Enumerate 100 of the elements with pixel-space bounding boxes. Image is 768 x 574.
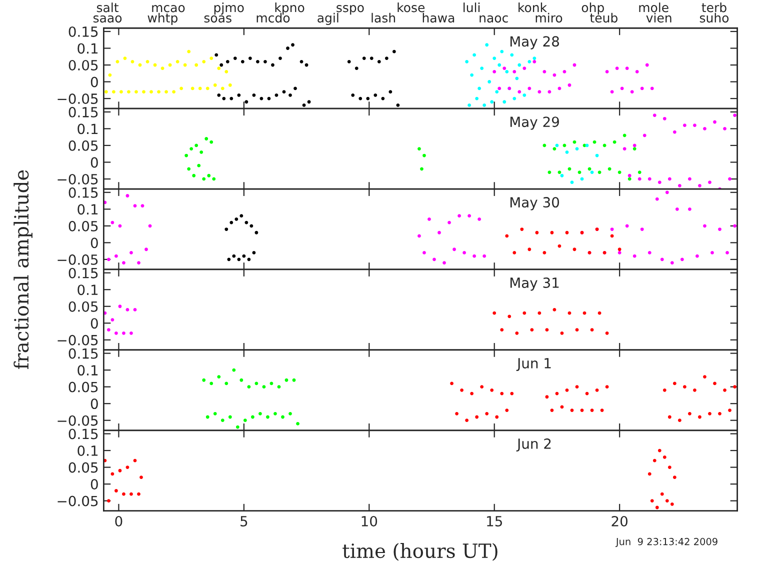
- point: [733, 385, 736, 389]
- point: [515, 76, 519, 80]
- point: [106, 499, 110, 503]
- point: [605, 385, 609, 389]
- text: hawa: [422, 12, 454, 23]
- text: May 31: [510, 278, 559, 291]
- point: [370, 56, 374, 60]
- point: [392, 50, 396, 54]
- point: [703, 126, 706, 130]
- point: [472, 254, 476, 258]
- point: [620, 86, 624, 90]
- point: [137, 492, 140, 496]
- point: [505, 234, 509, 238]
- point: [127, 90, 130, 94]
- point: [126, 308, 130, 312]
- point: [243, 418, 247, 422]
- y-axis-title: fractional amplitude: [14, 170, 32, 370]
- point: [615, 66, 619, 70]
- point: [572, 140, 576, 144]
- point: [698, 184, 702, 188]
- point: [618, 251, 622, 254]
- point: [668, 177, 672, 181]
- x-tick-label: 5: [240, 516, 248, 526]
- point: [126, 194, 130, 198]
- point: [662, 456, 666, 459]
- point: [432, 258, 436, 262]
- point: [693, 124, 696, 128]
- point: [648, 472, 652, 476]
- point: [224, 382, 228, 386]
- point: [528, 248, 532, 252]
- point: [362, 56, 366, 60]
- point: [302, 104, 306, 107]
- point: [240, 60, 244, 64]
- point: [538, 311, 542, 315]
- point: [545, 328, 549, 332]
- point: [207, 174, 211, 178]
- point: [190, 147, 194, 151]
- point: [250, 224, 254, 228]
- point: [575, 328, 579, 332]
- point: [570, 408, 574, 412]
- point: [120, 90, 123, 94]
- point: [258, 412, 262, 416]
- point: [532, 60, 536, 64]
- point: [204, 137, 208, 140]
- point: [655, 506, 659, 510]
- point: [665, 499, 669, 503]
- point: [628, 174, 632, 178]
- point: [110, 318, 114, 322]
- point: [728, 408, 732, 412]
- point: [114, 331, 118, 335]
- y-tick-label: 0.15: [68, 428, 98, 440]
- point: [214, 53, 218, 57]
- y-tick-label: −0.05: [58, 415, 98, 426]
- point: [723, 126, 726, 130]
- point: [622, 147, 626, 151]
- text: agil: [318, 12, 338, 25]
- point: [296, 422, 300, 426]
- point: [680, 258, 684, 262]
- y-tick-label: −0.05: [58, 334, 98, 346]
- point: [652, 458, 656, 462]
- y-tick-label: −0.05: [58, 93, 98, 104]
- point: [662, 116, 666, 120]
- point: [718, 228, 722, 231]
- point: [381, 96, 385, 100]
- point: [693, 388, 696, 392]
- point: [570, 180, 574, 184]
- point: [485, 43, 489, 47]
- x-tick-label: 15: [487, 516, 502, 526]
- point: [222, 96, 226, 100]
- text: Jun 1: [516, 358, 551, 372]
- point: [118, 224, 122, 228]
- point: [592, 140, 596, 144]
- point: [190, 86, 194, 90]
- point: [288, 412, 292, 416]
- point: [490, 100, 494, 104]
- point: [625, 224, 629, 228]
- point: [130, 60, 134, 64]
- point: [660, 258, 664, 262]
- point: [668, 415, 672, 419]
- point: [658, 180, 662, 184]
- text: soas: [204, 15, 232, 23]
- point: [116, 60, 120, 64]
- point: [542, 70, 546, 74]
- point: [598, 170, 602, 174]
- y-tick-label: 0.15: [68, 106, 98, 118]
- point: [500, 50, 504, 54]
- point: [522, 66, 526, 70]
- point: [726, 251, 729, 254]
- point: [635, 70, 639, 74]
- point: [130, 492, 133, 496]
- text: sspo: [336, 5, 364, 15]
- point: [515, 331, 519, 335]
- point: [114, 489, 118, 492]
- point: [512, 70, 516, 74]
- point: [628, 177, 632, 181]
- point: [552, 147, 556, 151]
- point: [274, 412, 277, 416]
- point: [632, 147, 636, 151]
- point: [247, 258, 251, 262]
- point: [244, 220, 248, 224]
